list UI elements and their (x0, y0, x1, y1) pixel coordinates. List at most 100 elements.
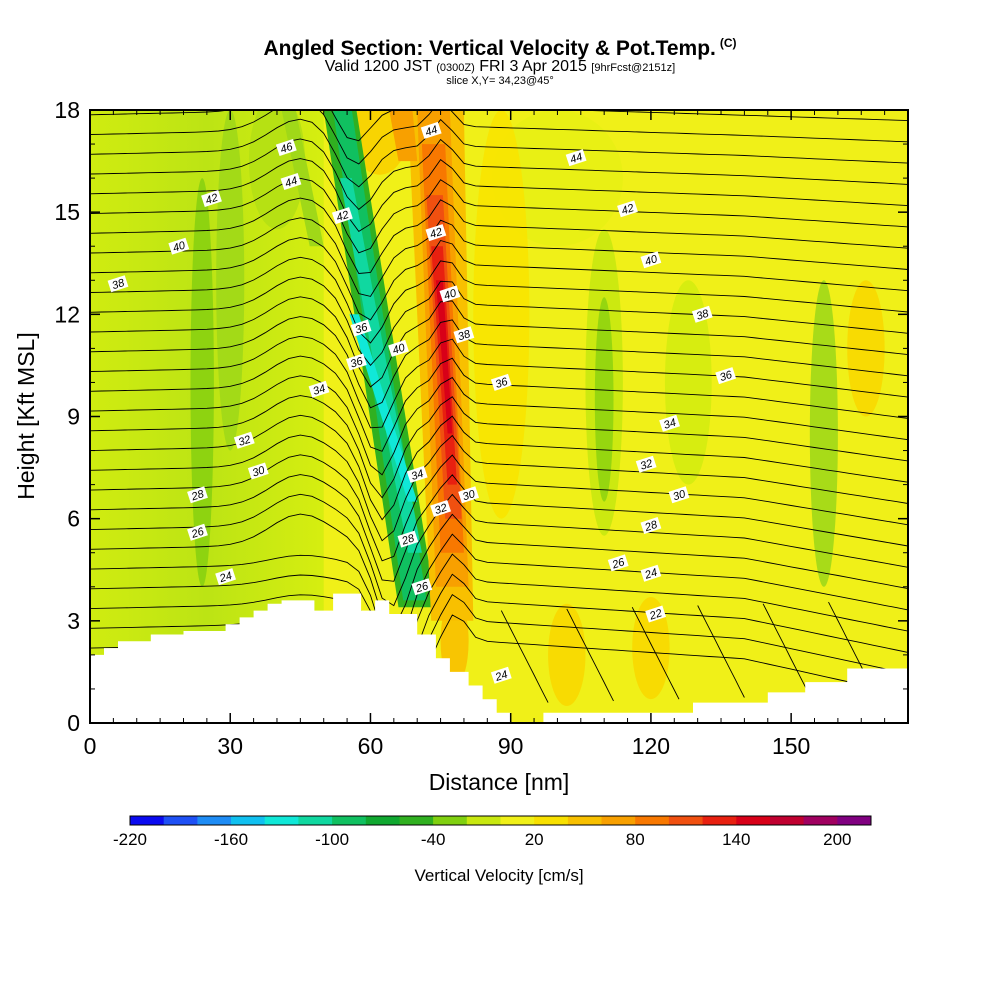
contour-label-text: 28 (643, 519, 660, 535)
contour-label-text: 32 (639, 458, 654, 473)
colorbar-label: Vertical Velocity [cm/s] (414, 866, 583, 885)
contour-label-text: 42 (335, 209, 350, 224)
colorbar-swatch (231, 816, 266, 825)
contour-label: 36 (345, 353, 367, 371)
theta-contour (90, 414, 908, 521)
y-tick-label: 9 (67, 404, 80, 430)
theta-contour (90, 474, 908, 582)
contour-label-bg (411, 578, 433, 596)
contour-label: 32 (635, 455, 657, 473)
chart-subtitle: Valid 1200 JST (0300Z) FRI 3 Apr 2015 [9… (0, 58, 1000, 76)
contour-label-bg (233, 431, 255, 449)
valid-utc-text: (0300Z) (436, 62, 475, 74)
contour-label-bg (439, 285, 461, 303)
contour-label-text: 28 (400, 532, 417, 548)
colorbar-swatch (399, 816, 434, 825)
contour-label-bg (247, 462, 269, 480)
contour-label-bg (397, 530, 419, 548)
contour-label-text: 44 (569, 151, 584, 166)
theta-contour (90, 434, 908, 542)
contour-label: 36 (490, 373, 512, 391)
field-patch (548, 603, 586, 706)
contour-label-text: 44 (284, 175, 299, 190)
chart-title-suffix: (C) (719, 36, 737, 50)
theta-contour (500, 610, 549, 703)
contour-label: 26 (187, 523, 208, 541)
theta-contour (90, 118, 908, 188)
y-axis-label: Height [Kft MSL] (13, 332, 39, 499)
theta-contour (90, 177, 908, 254)
valid-time-text: Valid 1200 JST (324, 58, 432, 75)
colorbar-frame (129, 815, 872, 826)
contour-label-text: 38 (457, 328, 473, 343)
downdraft-band (349, 314, 418, 502)
contour-label-bg (645, 605, 667, 623)
contour-label: 36 (715, 367, 737, 384)
theta-contour (90, 395, 908, 499)
contour-label-bg (406, 465, 428, 483)
colorbar-swatch (702, 816, 737, 825)
theta-contour (90, 237, 908, 321)
contour-label: 44 (280, 173, 302, 190)
theta-contour (90, 573, 908, 695)
contour-label-text: 40 (391, 341, 407, 356)
contour-label: 30 (247, 462, 269, 480)
contour-label-text: 30 (251, 464, 267, 479)
x-axis-label: Distance [nm] (429, 769, 570, 795)
contour-label-text: 40 (644, 253, 660, 268)
y-tick-label: 12 (54, 301, 80, 327)
contour-label: 42 (617, 200, 638, 217)
slice-info: slice X,Y= 34,23@45° (446, 75, 554, 87)
contour-label-text: 36 (354, 321, 370, 336)
contour-label-bg (430, 500, 452, 517)
theta-contour (90, 158, 908, 233)
colorbar-swatch (197, 816, 232, 825)
field-patch (594, 297, 614, 502)
contour-label-bg (350, 319, 372, 337)
theta-contour (90, 533, 908, 653)
contour-label: 24 (640, 564, 662, 583)
theta-contour (697, 605, 745, 698)
contour-label-text: 34 (662, 417, 677, 432)
contour-label: 26 (607, 554, 629, 572)
contour-label: 38 (453, 326, 475, 343)
contour-label-text: 26 (189, 525, 206, 541)
contour-label: 34 (406, 465, 428, 483)
chart-title-text: Angled Section: Vertical Velocity & Pot.… (263, 37, 716, 60)
colorbar-tick-label: -100 (315, 830, 349, 849)
plot-area: 46 44 42 42 40 38 36 36 34 32 30 28 26 24 44 42 40 40 38 36… (90, 110, 908, 723)
theta-contour (90, 138, 908, 211)
theta-contour (566, 608, 614, 702)
contour-label: 28 (640, 517, 662, 535)
theta-contour (90, 316, 908, 409)
contour-label: 40 (388, 339, 409, 357)
colorbar-swatch (332, 816, 367, 825)
contour-label-bg (490, 373, 512, 391)
contour-label-bg (280, 173, 302, 190)
valid-date-text: FRI 3 Apr 2015 (479, 58, 587, 75)
contour-label-text: 24 (643, 567, 659, 583)
contour-label: 34 (308, 380, 330, 398)
colorbar-tick-label: 140 (722, 830, 750, 849)
contour-label: 40 (439, 285, 461, 303)
contour-label-bg (458, 486, 480, 504)
contour-label-bg (215, 568, 237, 586)
colorbar-tick-label: -40 (421, 830, 446, 849)
y-tick-label: 0 (67, 710, 80, 736)
contour-label-bg (640, 251, 662, 269)
theta-contour (90, 110, 908, 165)
contour-label-bg (187, 523, 208, 541)
contour-label: 22 (645, 605, 667, 623)
colorbar-swatch (770, 816, 805, 825)
contour-label-text: 28 (189, 488, 206, 504)
colorbar-swatch (365, 816, 400, 825)
contour-label-bg (607, 554, 629, 572)
contour-label-bg (201, 190, 222, 207)
contour-label: 30 (458, 486, 480, 504)
contour-label-bg (565, 149, 587, 167)
contour-label-text: 36 (494, 375, 510, 390)
theta-contour (90, 197, 908, 274)
colorbar-swatch (601, 816, 636, 825)
x-tick-label: 60 (358, 733, 384, 759)
